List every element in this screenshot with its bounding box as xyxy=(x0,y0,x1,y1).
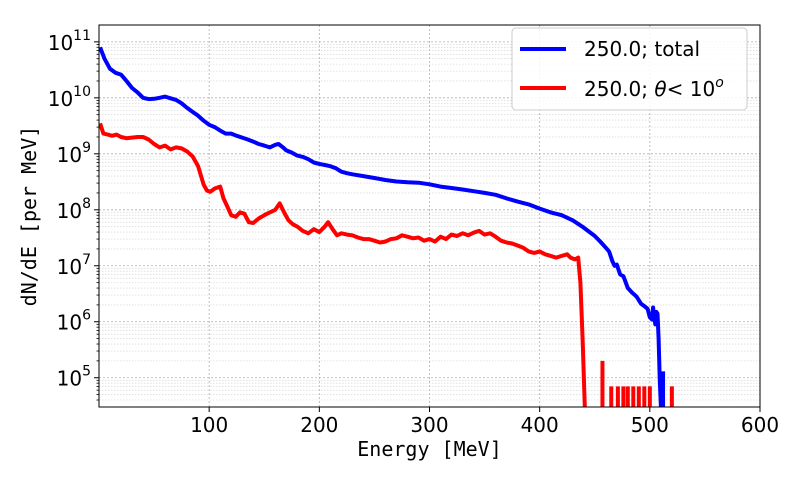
legend-label-theta-sup: o xyxy=(715,75,724,91)
x-tick-label: 600 xyxy=(741,413,779,437)
y-tick-label: 1010 xyxy=(48,84,91,111)
y-tick-label-base: 10 xyxy=(48,87,73,111)
legend-box xyxy=(511,27,748,111)
legend: 250.0; total 250.0; θ< 10o xyxy=(511,27,748,111)
y-axis-label: dN/dE [per MeV] xyxy=(17,126,41,307)
y-tick-label-exp: 7 xyxy=(82,252,91,268)
y-tick-label: 107 xyxy=(57,252,91,279)
y-tick-label-exp: 9 xyxy=(82,140,91,156)
legend-label-theta-mid: < 10 xyxy=(667,77,716,101)
x-tick-label: 500 xyxy=(631,413,669,437)
y-tick-label-exp: 6 xyxy=(82,308,91,324)
x-tick-label: 200 xyxy=(300,413,338,437)
y-tick-label-base: 10 xyxy=(57,143,82,167)
y-tick-label: 1011 xyxy=(48,28,91,55)
y-tick-label-exp: 10 xyxy=(73,84,91,100)
series-layer xyxy=(99,46,674,407)
legend-label-theta-prefix: 250.0; xyxy=(584,77,654,101)
y-tick-label-exp: 8 xyxy=(82,196,91,212)
series-line-theta xyxy=(99,122,587,407)
legend-label-theta-symbol: θ xyxy=(654,77,666,101)
y-tick-label-base: 10 xyxy=(57,311,82,335)
y-tick-label-exp: 5 xyxy=(82,364,91,380)
y-tick-label-base: 10 xyxy=(57,255,82,279)
y-tick-label: 108 xyxy=(57,196,91,223)
y-tick-label-exp: 11 xyxy=(73,28,91,44)
x-axis-label: Energy [MeV] xyxy=(357,437,502,461)
legend-label-total: 250.0; total xyxy=(584,37,700,61)
y-tick-label-base: 10 xyxy=(57,367,82,391)
x-tick-label: 300 xyxy=(410,413,448,437)
x-tick-label: 100 xyxy=(190,413,228,437)
y-tick-label: 109 xyxy=(57,140,91,167)
y-tick-label-base: 10 xyxy=(48,31,73,55)
y-tick-label: 105 xyxy=(57,364,91,391)
series-line-total xyxy=(99,46,663,407)
legend-label-theta: 250.0; θ< 10o xyxy=(584,75,724,101)
x-tick-label: 400 xyxy=(521,413,559,437)
y-tick-label-base: 10 xyxy=(57,199,82,223)
y-tick-label: 106 xyxy=(57,308,91,335)
